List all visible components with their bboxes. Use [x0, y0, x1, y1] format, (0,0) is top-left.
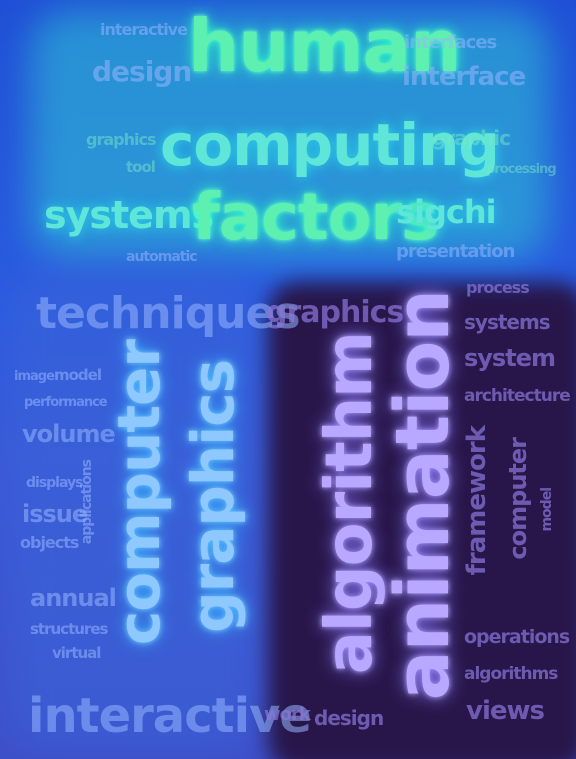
word-performance: performance	[24, 395, 108, 410]
glow-region-left	[10, 270, 260, 750]
word-systems-right: systems	[464, 310, 551, 334]
word-automatic: automatic	[126, 249, 198, 265]
word-framework-vertical: framework	[462, 426, 492, 576]
word-process: process	[466, 278, 530, 297]
word-processing: processing	[486, 162, 557, 177]
word-annual: annual	[30, 584, 117, 612]
word-interactive-large: interactive	[28, 688, 312, 744]
word-animation-vertical: animation	[380, 290, 466, 701]
word-issue: issue	[22, 500, 88, 528]
word-interfaces: interfaces	[404, 32, 497, 53]
word-objects: objects	[20, 533, 79, 552]
word-displays: displays	[26, 475, 83, 491]
word-techniques: techniques	[36, 288, 301, 339]
word-algorithm-vertical: algorithm	[313, 332, 387, 675]
word-graphic: graphic	[432, 126, 511, 150]
word-systems-top: systems	[44, 193, 214, 237]
word-virtual: virtual	[52, 644, 101, 662]
word-factors: factors	[192, 181, 439, 255]
word-image: image	[14, 369, 55, 384]
word-presentation: presentation	[396, 241, 515, 262]
word-work: work	[264, 704, 311, 725]
word-views: views	[466, 696, 545, 726]
word-computer-right-vertical: computer	[504, 438, 532, 560]
word-operations: operations	[464, 626, 570, 648]
word-interface: interface	[402, 62, 526, 92]
word-applications: applications	[79, 460, 95, 545]
word-computer-vertical: computer	[105, 340, 173, 646]
word-graphics-small: graphics	[86, 130, 156, 149]
dark-region-right	[268, 282, 576, 759]
word-graphics-vertical: graphics	[179, 360, 247, 633]
glow-region-top	[30, 10, 550, 260]
word-architecture: architecture	[464, 386, 571, 406]
word-computing: computing	[160, 111, 500, 179]
word-volume: volume	[22, 420, 116, 448]
word-tool: tool	[126, 158, 156, 176]
word-model-left: model	[54, 366, 102, 384]
word-interactive-small: interactive	[100, 20, 188, 39]
word-design: design	[92, 55, 192, 88]
word-system: system	[464, 344, 556, 372]
word-structures: structures	[30, 620, 108, 638]
word-algorithms: algorithms	[464, 664, 558, 684]
word-sigchi: sigchi	[396, 193, 497, 231]
word-graphics-mid: graphics	[266, 295, 404, 330]
word-model-right-vertical: model	[539, 488, 555, 532]
word-human: human	[188, 4, 461, 88]
word-design-bottom: design	[314, 706, 384, 730]
